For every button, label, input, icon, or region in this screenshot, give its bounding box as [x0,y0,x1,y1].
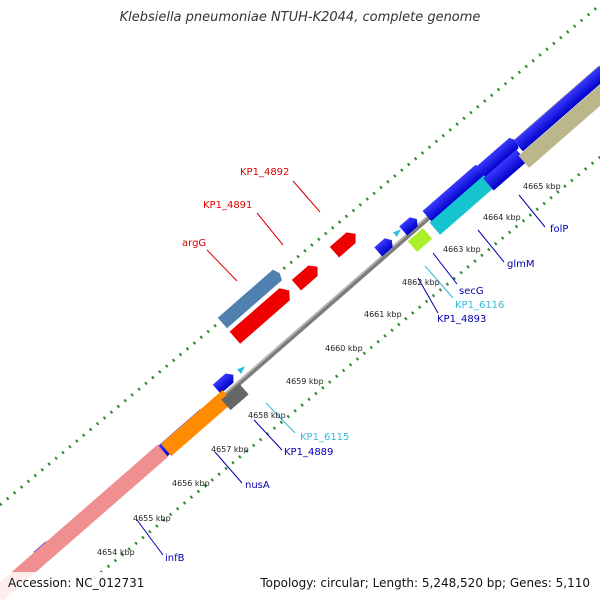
scale-label: 4660 kbp [325,344,363,353]
gene-label[interactable]: secG [459,286,484,297]
gene-arrow-blue[interactable] [422,162,488,222]
label-leader-lines [136,180,546,556]
map-title: Klebsiella pneumoniae NTUH-K2044, comple… [119,10,481,25]
gene-label[interactable]: glmM [507,259,535,270]
gene-arrow-red[interactable] [291,262,322,291]
inner-strand-genes [0,82,600,600]
scale-label: 4654 kbp [97,548,135,557]
scale-labels: 4654 kbp 4655 kbp 4656 kbp 4657 kbp 4658… [97,182,561,557]
gene-arrow-lightgreen[interactable] [407,228,433,252]
gene-label[interactable]: KP1_6116 [455,300,504,311]
gene-arrow-steelblue[interactable] [217,268,284,329]
gene-arrow-gray[interactable] [221,383,249,411]
scale-label: 4657 kbp [211,445,249,454]
gene-arrow-olive[interactable] [518,82,600,168]
gene-marker-cyan[interactable] [237,364,247,374]
gene-arrow-blue[interactable] [212,370,237,394]
gene-label[interactable]: argG [182,238,206,249]
gene-label[interactable]: infB [165,553,185,564]
gene-arrow-blue[interactable] [374,236,395,257]
scale-label: 4658 kbp [248,411,286,420]
gene-label[interactable]: KP1_4892 [240,167,289,178]
gene-arrow-pink[interactable] [0,444,169,600]
topology-text: Topology: circular; Length: 5,248,520 bp… [260,576,590,590]
gene-marker-cyan[interactable] [393,227,403,237]
gene-arrow-cyan[interactable] [429,175,495,235]
gene-label[interactable]: KP1_4891 [203,200,252,211]
gene-label[interactable]: folP [550,224,568,235]
gene-arrow-blue[interactable] [399,215,420,236]
scale-label: 4656 kbp [172,479,210,488]
footer-bar: Accession: NC_012731 Topology: circular;… [0,572,600,600]
scale-label: 4663 kbp [443,245,481,254]
gene-arrow-blue[interactable] [513,65,600,152]
gene-arrow-blue[interactable] [474,135,522,179]
scale-label: 4664 kbp [483,213,521,222]
gene-label[interactable]: KP1_4893 [437,314,486,325]
scale-label: 4665 kbp [523,182,561,191]
outer-tick-row [0,3,600,507]
gene-label[interactable]: nusA [245,480,270,491]
scale-label: 4659 kbp [286,377,324,386]
gene-arrow-blue[interactable] [483,149,527,191]
scale-label: 4661 kbp [364,310,402,319]
scale-label: 4655 kbp [133,514,171,523]
gene-label[interactable]: KP1_6115 [300,432,349,443]
accession-text: Accession: NC_012731 [8,576,145,590]
gene-labels: KP1_4892 KP1_4891 argG KP1_6116 KP1_4893… [165,167,568,564]
gene-arrow-red[interactable] [329,229,360,258]
scale-label: 4862 kbp [402,278,440,287]
gene-arrow-red[interactable] [229,284,295,344]
gene-arrow-orange[interactable] [160,390,234,456]
gene-label[interactable]: KP1_4889 [284,447,333,458]
